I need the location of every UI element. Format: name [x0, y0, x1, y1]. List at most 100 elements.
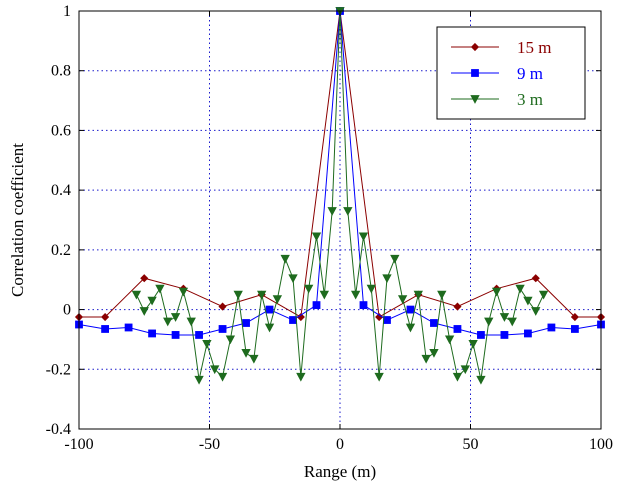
legend-marker: [470, 95, 480, 104]
data-point: [383, 316, 391, 324]
data-point: [499, 313, 510, 322]
data-point: [139, 307, 149, 316]
data-point: [218, 302, 227, 311]
data-point: [538, 290, 549, 300]
data-point: [453, 302, 462, 311]
data-point: [366, 284, 376, 294]
data-point: [170, 313, 181, 322]
data-point: [476, 375, 486, 385]
data-point: [280, 254, 290, 264]
data-point: [155, 284, 165, 294]
y-tick-label: 0: [63, 302, 71, 319]
y-tick-label: 0.6: [51, 122, 71, 139]
data-point: [547, 323, 556, 332]
data-point: [296, 312, 305, 322]
data-point: [484, 317, 494, 327]
data-point: [374, 372, 384, 382]
data-point: [421, 354, 431, 364]
data-point: [195, 331, 203, 339]
x-tick-label: 100: [589, 436, 613, 453]
data-point: [289, 316, 297, 324]
data-point: [531, 307, 541, 316]
data-point: [288, 274, 298, 284]
data-point: [375, 312, 384, 322]
x-tick-label: 50: [463, 436, 479, 453]
data-point: [296, 372, 306, 382]
data-point: [444, 335, 455, 345]
data-point: [437, 290, 447, 300]
y-tick-label: 0.4: [51, 182, 71, 199]
data-point: [218, 325, 227, 333]
data-point: [515, 284, 525, 294]
data-point: [524, 329, 532, 338]
data-point: [358, 232, 369, 242]
data-point: [311, 232, 322, 242]
legend-marker: [471, 69, 479, 77]
data-point: [241, 348, 251, 358]
data-point: [101, 312, 110, 322]
data-point: [217, 372, 228, 382]
data-point: [194, 375, 204, 385]
data-point: [186, 317, 196, 327]
data-point: [452, 372, 463, 382]
data-point: [148, 329, 156, 338]
x-axis-label: Range (m): [304, 462, 376, 481]
legend-label: 3 m: [517, 90, 543, 109]
data-point: [500, 331, 509, 339]
data-point: [249, 354, 259, 364]
data-point: [327, 207, 337, 216]
data-point: [507, 317, 517, 327]
data-point: [178, 287, 189, 297]
data-point: [343, 207, 353, 216]
data-point: [202, 340, 212, 349]
data-point: [390, 254, 400, 264]
data-point: [460, 365, 470, 375]
legend-label: 15 m: [517, 38, 551, 57]
data-point: [570, 312, 579, 322]
data-point: [453, 325, 462, 333]
data-point: [163, 317, 173, 327]
y-tick-label: -0.2: [46, 361, 71, 378]
data-point: [491, 287, 502, 297]
y-tick-label: 0.2: [51, 242, 71, 259]
data-point: [265, 305, 274, 314]
y-tick-label: 1: [63, 3, 71, 20]
data-point: [531, 274, 540, 283]
grid: [79, 11, 601, 429]
data-point: [429, 348, 439, 358]
y-axis-label: Correlation coefficient: [8, 143, 27, 297]
axis-ticks: -100 -50 0 50 100 -0.4 -0.2 0 0.2 0.4 0.6 0.8 1: [46, 3, 613, 453]
data-point: [571, 325, 579, 333]
data-point: [225, 335, 236, 345]
data-point: [210, 365, 220, 375]
data-point: [131, 290, 142, 300]
y-tick-label: 0.8: [51, 63, 71, 80]
data-point: [413, 290, 423, 300]
data-point: [523, 296, 533, 306]
legend: 15 m 9 m 3 m: [436, 26, 586, 120]
data-point: [405, 323, 416, 333]
data-point: [430, 319, 438, 327]
data-point: [242, 319, 250, 327]
data-point: [257, 290, 267, 300]
data-point: [468, 340, 478, 349]
data-point: [319, 290, 330, 300]
data-point: [304, 284, 314, 294]
data-point: [312, 301, 321, 309]
data-point: [171, 331, 180, 339]
data-point: [124, 323, 133, 332]
legend-label: 9 m: [517, 64, 543, 83]
data-point: [406, 305, 415, 314]
data-point: [101, 325, 109, 333]
data-point: [477, 331, 485, 339]
x-tick-label: 0: [336, 436, 344, 453]
data-point: [272, 295, 283, 304]
x-tick-label: -100: [64, 436, 93, 453]
data-point: [382, 274, 392, 284]
x-tick-label: -50: [199, 436, 220, 453]
data-point: [397, 295, 408, 304]
data-point: [264, 323, 275, 333]
data-point: [359, 301, 368, 309]
data-point: [140, 274, 149, 283]
